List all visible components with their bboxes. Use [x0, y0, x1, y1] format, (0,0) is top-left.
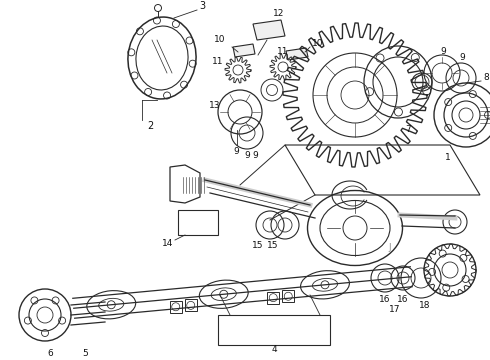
- Text: 3: 3: [199, 1, 205, 11]
- Text: 8: 8: [483, 72, 489, 81]
- Text: 15: 15: [267, 240, 279, 249]
- Text: 12: 12: [273, 9, 285, 18]
- Text: 10: 10: [214, 36, 226, 45]
- Text: 9: 9: [244, 150, 250, 159]
- Text: 17: 17: [389, 306, 401, 315]
- Text: 13: 13: [209, 100, 221, 109]
- Text: J: J: [389, 243, 391, 252]
- Text: 9: 9: [440, 48, 446, 57]
- Text: 2: 2: [147, 121, 153, 131]
- Text: 4: 4: [271, 346, 277, 355]
- Text: 7: 7: [405, 126, 411, 135]
- Text: 16: 16: [397, 296, 409, 305]
- Text: 11: 11: [212, 58, 224, 67]
- Text: 15: 15: [252, 240, 264, 249]
- Text: 9: 9: [233, 148, 239, 157]
- Polygon shape: [253, 20, 285, 40]
- Text: 11: 11: [277, 46, 289, 55]
- Polygon shape: [286, 48, 308, 60]
- Text: 10: 10: [312, 39, 324, 48]
- Text: 9: 9: [252, 150, 258, 159]
- Text: 6: 6: [47, 348, 53, 357]
- Polygon shape: [233, 44, 255, 57]
- Text: 5: 5: [82, 348, 88, 357]
- Text: 16: 16: [379, 296, 391, 305]
- Text: 18: 18: [419, 301, 431, 310]
- Text: 14: 14: [162, 238, 173, 248]
- Text: 1: 1: [445, 153, 451, 162]
- Text: 9: 9: [459, 54, 465, 63]
